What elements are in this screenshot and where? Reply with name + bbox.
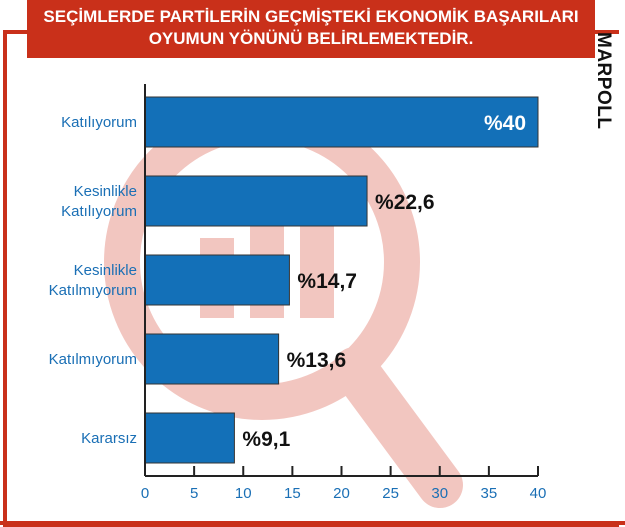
category-label: Katılmıyorum xyxy=(49,282,137,299)
category-label: Kesinlikle xyxy=(74,262,137,279)
data-label: %9,1 xyxy=(242,428,290,451)
data-label: %22,6 xyxy=(375,191,435,214)
x-tick-label: 10 xyxy=(235,485,252,502)
bar xyxy=(144,333,280,385)
x-tick-label: 20 xyxy=(333,485,350,502)
bar xyxy=(144,412,235,464)
x-tick-label: 25 xyxy=(382,485,399,502)
bar xyxy=(144,175,368,227)
category-label: Kararsız xyxy=(81,430,137,447)
x-tick-label: 0 xyxy=(141,485,149,502)
title-banner: SEÇİMLERDE PARTİLERİN GEÇMİŞTEKİ EKONOMİ… xyxy=(27,0,595,58)
x-tick-label: 40 xyxy=(530,485,547,502)
category-label: Katılıyorum xyxy=(61,203,137,220)
x-tick-label: 30 xyxy=(431,485,448,502)
title-line-2: OYUMUN YÖNÜNÜ BELİRLEMEKTEDİR. xyxy=(148,29,474,48)
x-tick-label: 15 xyxy=(284,485,301,502)
data-label: %13,6 xyxy=(287,349,347,372)
data-label: %14,7 xyxy=(297,270,357,293)
category-label: Katılmıyorum xyxy=(49,351,137,368)
x-tick-label: 5 xyxy=(190,485,198,502)
bar xyxy=(144,96,539,148)
svg-text:MARPOLL: MARPOLL xyxy=(593,32,614,129)
bar xyxy=(144,254,290,306)
marpoll-logo: MARPOLL xyxy=(593,32,614,129)
title-line-1: SEÇİMLERDE PARTİLERİN GEÇMİŞTEKİ EKONOMİ… xyxy=(43,7,579,26)
x-tick-label: 35 xyxy=(481,485,498,502)
red-frame-bottom xyxy=(0,521,625,525)
data-label: %40 xyxy=(484,112,526,135)
category-label: Katılıyorum xyxy=(61,114,137,131)
category-label: Kesinlikle xyxy=(74,183,137,200)
